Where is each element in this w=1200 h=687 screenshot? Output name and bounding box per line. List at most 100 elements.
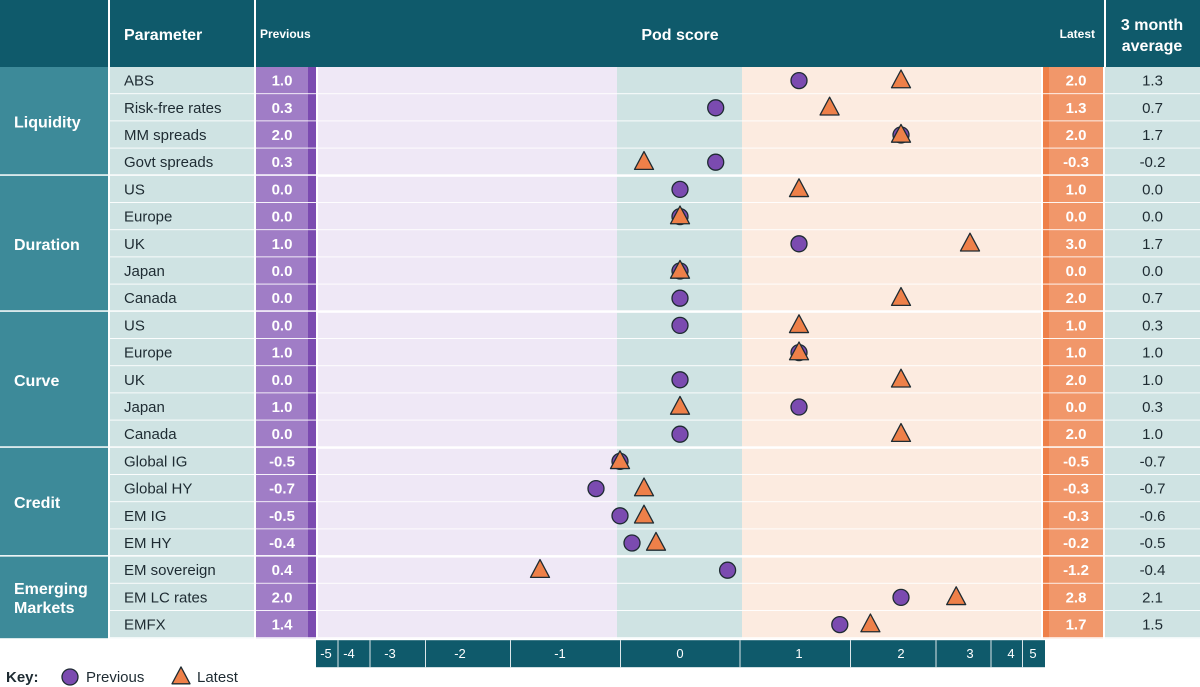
latest-marker <box>788 314 810 334</box>
average-value: -0.2 <box>1140 154 1166 171</box>
row-label-cell <box>110 339 254 367</box>
average-cell <box>1105 257 1200 285</box>
previous-marker <box>611 507 629 525</box>
latest-value: 2.0 <box>1066 372 1087 389</box>
latest-value-edge <box>1043 284 1049 312</box>
row-label-cell <box>110 175 254 203</box>
latest-value-edge <box>1043 420 1049 448</box>
previous-value: -0.5 <box>269 453 295 470</box>
previous-panel <box>318 67 617 639</box>
row-separator <box>110 582 1200 584</box>
row-separator <box>110 501 1200 503</box>
latest-marker <box>788 178 810 198</box>
x-axis-tick-divider <box>425 640 426 668</box>
average-cell <box>1105 67 1200 95</box>
average-cell <box>1105 529 1200 557</box>
row-label: Canada <box>124 426 177 443</box>
latest-value-edge <box>1043 475 1049 503</box>
legend-previous-label: Previous <box>86 669 144 686</box>
latest-value-cell <box>1049 583 1103 611</box>
row-label-cell <box>110 502 254 530</box>
average-cell <box>1105 230 1200 258</box>
group-label: Duration <box>14 237 80 254</box>
latest-value-cell <box>1049 556 1103 584</box>
previous-marker <box>831 615 849 634</box>
previous-value-edge <box>308 556 316 584</box>
row-label-cell <box>110 257 254 285</box>
row-label-cell <box>110 611 254 639</box>
average-value: -0.7 <box>1140 481 1166 498</box>
average-value: 0.3 <box>1142 399 1163 416</box>
latest-value: -0.5 <box>1063 453 1089 470</box>
group-label: Curve <box>14 373 59 390</box>
row-label-cell <box>110 121 254 149</box>
average-cell <box>1105 203 1200 231</box>
group-cell <box>0 67 108 176</box>
center-band <box>617 67 742 639</box>
latest-value-edge <box>1043 447 1049 475</box>
latest-marker <box>609 450 631 470</box>
latest-value-edge <box>1043 556 1049 584</box>
column-divider <box>316 67 318 639</box>
x-axis-tick-divider <box>739 640 741 668</box>
previous-value-edge <box>308 339 316 367</box>
latest-value-cell <box>1049 529 1103 557</box>
previous-value-edge <box>308 257 316 285</box>
average-value: 1.0 <box>1142 372 1163 389</box>
latest-marker <box>529 558 551 579</box>
average-value: -0.6 <box>1140 508 1166 525</box>
row-label: US <box>124 317 145 334</box>
previous-marker <box>718 561 737 579</box>
average-cell <box>1105 611 1200 639</box>
previous-value-cell <box>256 611 308 639</box>
previous-value: -0.7 <box>269 481 295 498</box>
latest-value-cell <box>1049 339 1103 367</box>
header-parameter: Parameter <box>124 27 202 44</box>
latest-value-cell <box>1049 67 1103 95</box>
row-label: Global IG <box>124 453 187 470</box>
average-value: 0.0 <box>1142 209 1163 226</box>
row-label-cell <box>110 94 254 122</box>
latest-value-cell <box>1049 366 1103 394</box>
previous-value: 2.0 <box>272 127 293 144</box>
group-cell <box>0 447 108 557</box>
previous-value-edge <box>308 175 316 203</box>
previous-value-cell <box>256 447 308 475</box>
latest-value-edge <box>1043 203 1049 231</box>
x-axis: -5 -4 -3 -2 -1 0 1 2 3 4 5 <box>316 640 1045 668</box>
latest-value: 1.0 <box>1066 345 1087 362</box>
average-value: 0.0 <box>1142 181 1163 198</box>
average-value: 1.3 <box>1142 73 1163 90</box>
column-divider <box>1041 67 1043 639</box>
row-label: EM sovereign <box>124 562 216 579</box>
latest-value-edge <box>1043 67 1049 95</box>
latest-value-cell <box>1049 257 1103 285</box>
previous-value-edge <box>308 121 316 149</box>
header-pod-score: Pod score <box>641 27 718 44</box>
row-separator <box>110 93 1200 95</box>
previous-value-cell <box>256 556 308 584</box>
legend-title: Key: <box>6 669 39 686</box>
average-value: 1.7 <box>1142 127 1163 144</box>
previous-marker <box>790 398 808 416</box>
x-tick-label: 0 <box>676 646 683 661</box>
latest-marker <box>890 123 912 143</box>
previous-value-cell <box>256 284 308 312</box>
x-tick-label: 4 <box>1007 646 1014 661</box>
average-cell <box>1105 94 1200 122</box>
previous-value: 0.0 <box>272 317 293 334</box>
average-cell <box>1105 447 1200 475</box>
previous-value-cell <box>256 94 308 122</box>
previous-value-cell <box>256 175 308 203</box>
x-tick-label: 1 <box>795 646 802 661</box>
row-separator <box>110 528 1200 530</box>
previous-value-cell <box>256 257 308 285</box>
previous-value: 0.3 <box>272 154 293 171</box>
latest-value-cell <box>1049 502 1103 530</box>
previous-value-cell <box>256 311 308 339</box>
latest-marker <box>788 341 810 361</box>
latest-value-edge <box>1043 257 1049 285</box>
average-cell <box>1105 583 1200 611</box>
latest-value-edge <box>1043 121 1049 149</box>
previous-value: 1.0 <box>272 73 293 90</box>
